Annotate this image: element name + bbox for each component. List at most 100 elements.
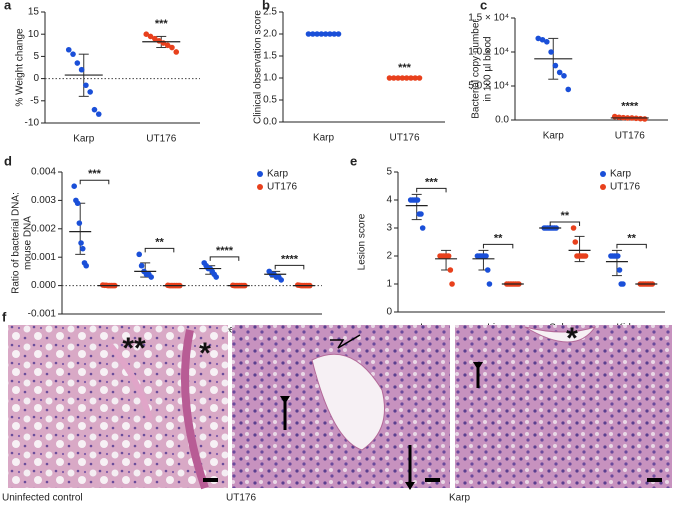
data-point: [556, 69, 563, 76]
data-point: [483, 253, 489, 259]
significance: ***: [398, 62, 412, 74]
x-tick-label: Karp: [313, 133, 335, 144]
image-symbol: *: [566, 322, 578, 355]
data-point: [318, 31, 325, 37]
significance-bracket: [209, 256, 240, 261]
data-point: [544, 39, 550, 45]
data-point: [138, 262, 145, 269]
data-point: [305, 31, 312, 37]
legend-label: UT176: [610, 182, 640, 193]
data-point: [408, 75, 414, 81]
y-tick-label: 3: [386, 223, 392, 234]
airway: [181, 329, 209, 490]
legend-label: UT176: [267, 182, 297, 193]
data-point: [173, 49, 180, 55]
x-tick-label: UT176: [146, 134, 176, 145]
data-point: [641, 116, 648, 122]
significance-bracket: [616, 243, 647, 249]
y-tick-label: 0.002: [31, 223, 56, 234]
significance-bracket: [274, 264, 305, 270]
data-point: [620, 281, 626, 287]
data-point: [148, 274, 154, 280]
data-point: [309, 31, 316, 37]
data-point: [552, 62, 559, 69]
data-point: [78, 66, 85, 73]
x-tick-label: UT176: [389, 133, 419, 144]
data-point: [395, 75, 401, 81]
data-point: [616, 114, 622, 121]
image-caption: Karp: [449, 493, 471, 504]
data-point: [70, 51, 76, 57]
y-tick-label: 2.5: [263, 7, 277, 18]
y-tick-label: 0.000: [31, 280, 56, 291]
data-point: [572, 239, 579, 245]
arrow-head: [473, 362, 483, 370]
image-caption: UT176: [226, 493, 256, 504]
data-point: [91, 106, 98, 113]
y-tick-label: -0.001: [28, 309, 57, 320]
y-axis-label: Lesion score: [357, 213, 368, 270]
legend-marker: [257, 184, 263, 190]
data-point: [561, 73, 567, 79]
y-tick-label: 0.0: [263, 117, 277, 128]
y-tick-label: 0.003: [31, 195, 56, 206]
image-symbol: *: [199, 337, 211, 370]
significance: **: [494, 232, 503, 244]
vessel: [107, 343, 153, 421]
data-point: [637, 115, 644, 122]
data-point: [327, 31, 333, 37]
image-caption: Uninfected control: [2, 493, 83, 504]
significance-bracket: [79, 179, 110, 185]
significance-bracket: [549, 221, 581, 226]
legend-marker: [257, 171, 263, 177]
lumen: [524, 326, 597, 343]
data-point: [79, 245, 86, 252]
legend-marker: [600, 171, 606, 177]
data-point: [213, 274, 219, 280]
significance: **: [627, 232, 636, 244]
y-tick-label: 2.0: [263, 29, 277, 40]
data-point: [582, 253, 589, 259]
data-point: [322, 31, 329, 37]
lumen: [311, 353, 385, 451]
y-tick-label: 10: [28, 29, 40, 40]
scale-bar: [647, 478, 662, 482]
data-point: [95, 111, 102, 117]
y-tick-label: 0.0: [495, 115, 509, 126]
data-point: [164, 42, 171, 49]
y-tick-label: 0: [386, 307, 392, 318]
data-point: [152, 35, 158, 42]
data-point: [390, 75, 397, 81]
y-tick-label: 5: [33, 51, 39, 62]
panel-letter: c: [480, 0, 487, 12]
y-tick-label: 1: [386, 279, 392, 290]
data-point: [416, 75, 423, 81]
data-point: [87, 89, 93, 95]
data-point: [74, 200, 81, 207]
data-point: [570, 225, 577, 231]
data-point: [278, 277, 285, 283]
significance: ***: [88, 168, 102, 180]
legend-label: Karp: [267, 169, 289, 180]
significance: ***: [155, 18, 169, 30]
data-point: [484, 267, 491, 273]
data-point: [74, 60, 81, 66]
panel-letter: e: [350, 153, 357, 168]
data-point: [486, 281, 493, 287]
data-point: [136, 251, 142, 258]
x-tick-label: Karp: [543, 131, 565, 142]
data-point: [331, 31, 338, 37]
y-tick-label: 0.5: [263, 95, 277, 106]
panel-letter: f: [2, 309, 7, 324]
image-symbol: **: [122, 332, 146, 365]
y-tick-label: 1.0: [263, 73, 277, 84]
data-point: [614, 253, 621, 259]
data-point: [78, 240, 84, 246]
data-point: [76, 220, 83, 226]
y-tick-label: 0: [33, 73, 39, 84]
panel-letter: a: [4, 0, 12, 12]
significance: **: [561, 210, 570, 222]
y-axis-label: Bacterial copy number: [471, 19, 482, 119]
scale-bar: [203, 478, 218, 482]
